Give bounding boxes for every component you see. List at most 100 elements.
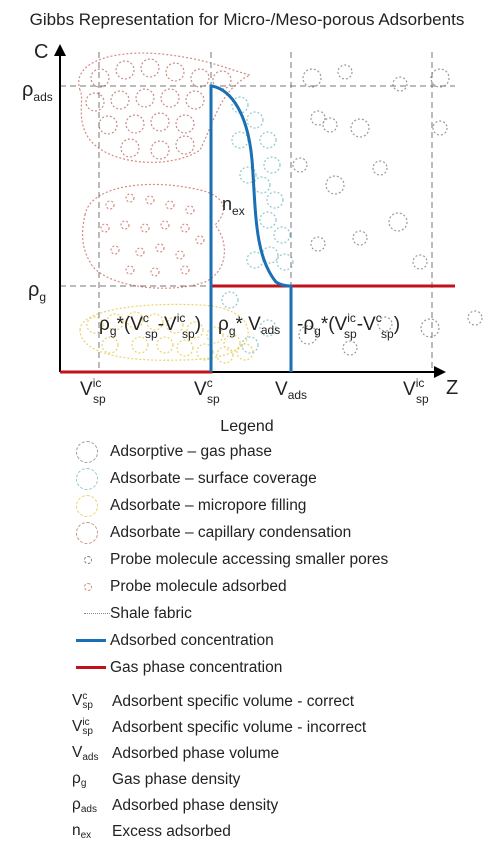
legend-item: Adsorbate – capillary condensation (0, 521, 494, 545)
surface-circle (273, 226, 291, 244)
capillary-circle (115, 60, 135, 80)
micropore-circle (86, 316, 104, 334)
legend-symbol: n ex (72, 822, 92, 841)
probe-adsorbed-icon (84, 583, 92, 591)
surface-circle (266, 191, 284, 209)
probe-adsorbed-circle (110, 245, 120, 255)
gas-phase-circle (412, 254, 428, 270)
capillary-circle (90, 68, 110, 88)
capillary-circle (175, 135, 195, 155)
legend-symbol-row: n ex Excess adsorbed (0, 820, 494, 844)
pore-outline-middle (82, 183, 226, 289)
probe-adsorbed-circle (195, 235, 205, 245)
gas-phase-circle (325, 175, 345, 195)
gas-phase-circle (388, 212, 408, 232)
gas-phase-circle (310, 110, 326, 126)
legend-symbol-label: Adsorbent specific volume - correct (112, 693, 355, 710)
gas-phase-circle (467, 310, 483, 326)
capillary-circle (135, 88, 155, 108)
capillary-circle (150, 140, 170, 160)
legend-item: Gas phase concentration (0, 656, 494, 680)
capillary-circle (120, 138, 140, 158)
surface-circle (246, 251, 264, 269)
gas-phase-circle (372, 160, 388, 176)
legend-item-label: Probe molecule adsorbed (110, 578, 287, 595)
micropore-circle (146, 313, 164, 331)
surface-circle (241, 336, 259, 354)
legend-item-label: Adsorbate – micropore filling (110, 497, 307, 514)
micropore-filling-circle-icon (76, 495, 98, 517)
gas-phase-circle-icon (76, 441, 98, 463)
capillary-circle (165, 62, 185, 82)
micropore-circle (196, 343, 214, 361)
surface-circle (221, 291, 239, 309)
capillary-condensation-circle-icon (76, 522, 98, 544)
legend-item-label: Adsorbate – surface coverage (110, 470, 317, 487)
surface-coverage-circle-icon (76, 468, 98, 490)
probe-adsorbed-circle (120, 220, 130, 230)
micropore-circle (131, 336, 149, 354)
surface-circle (259, 131, 277, 149)
probe-adsorbed-circle (145, 195, 155, 205)
adsorbed-concentration-line (209, 84, 293, 372)
micropore-circle (156, 336, 174, 354)
n-ex-label: nex (222, 194, 245, 218)
gas-phase-circle (432, 120, 448, 136)
legend-item: Adsorbate – surface coverage (0, 467, 494, 491)
x-axis-label: Z (446, 377, 458, 399)
surface-circle (231, 131, 249, 149)
micropore-circle (186, 321, 204, 339)
capillary-circle (185, 90, 205, 110)
probe-adsorbed-circle (150, 267, 160, 277)
surface-circle (276, 253, 294, 271)
legend-symbol-label: Adsorbed phase density (112, 797, 279, 814)
x-tick-v-sp-ic-left: Vic sp (80, 376, 106, 406)
probe-adsorbed-circle (155, 243, 165, 253)
surface-circle (263, 156, 281, 174)
gas-phase-circle (322, 117, 338, 133)
mid-region-expression: ρg* Vads (218, 314, 280, 338)
micropore-circle (101, 336, 119, 354)
right-region-expression: -ρg*(Vic sp-Vcsp) (297, 311, 400, 341)
pore-outline-bottom (79, 303, 249, 361)
legend-symbol-row: ρ g Gas phase density (0, 768, 494, 792)
gas-phase-circle (377, 316, 393, 332)
legend-item: Adsorptive – gas phase (0, 440, 494, 464)
capillary-circle (160, 88, 180, 108)
legend-item-label: Adsorbed concentration (110, 632, 274, 649)
capillary-circle (98, 115, 118, 135)
legend-symbol-row: ρ ads Adsorbed phase density (0, 794, 494, 818)
y-tick-rho-g: ρg (28, 279, 46, 304)
probe-small-pore-icon (84, 556, 92, 564)
gas-phase-circle (420, 318, 440, 338)
capillary-circle (190, 68, 210, 88)
gas-phase-circle (292, 157, 308, 173)
capillary-circle (125, 114, 145, 134)
legend-symbol-row: V ads Adsorbed phase volume (0, 742, 494, 766)
capillary-circle (150, 112, 170, 132)
legend-item-label: Gas phase concentration (110, 659, 283, 676)
legend-symbol-label: Excess adsorbed (112, 823, 231, 840)
legend-symbol: ρ g (72, 770, 87, 789)
micropore-circle (106, 313, 124, 331)
surface-circle (239, 166, 257, 184)
gibbs-diagram: C Z ρads ρg Vic sp Vc sp Vads Vic sp nex ρg… (22, 41, 483, 406)
gas-concentration-line-icon (76, 666, 106, 669)
probe-adsorbed-circle (165, 200, 175, 210)
probe-adsorbed-circle (180, 265, 190, 275)
diagram-title: Gibbs Representation for Micro-/Meso-por… (29, 10, 465, 29)
probe-adsorbed-circle (180, 223, 190, 233)
capillary-circle (85, 92, 105, 112)
legend-item: Adsorbate – micropore filling (0, 494, 494, 518)
gas-phase-circle (342, 340, 358, 356)
micropore-circle (166, 316, 184, 334)
pore-circles-layer (78, 52, 483, 364)
legend-symbol-label: Adsorbed phase volume (112, 745, 280, 762)
probe-adsorbed-circle (185, 205, 195, 215)
capillary-circle (212, 70, 232, 90)
capillary-circle (175, 114, 195, 134)
micropore-circle (216, 346, 234, 364)
